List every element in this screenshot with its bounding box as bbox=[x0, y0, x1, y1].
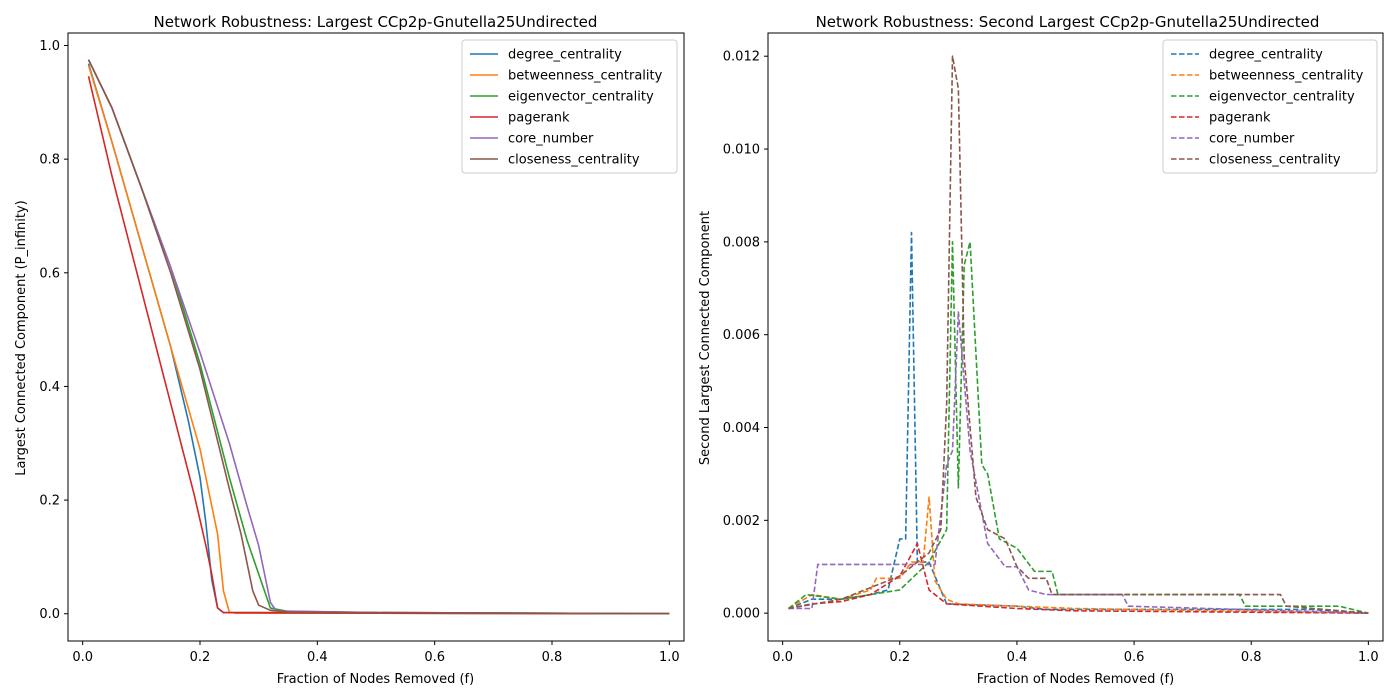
largest-cc-legend-label: degree_centrality bbox=[508, 48, 622, 63]
second-largest-cc-x-tick-label: 0.8 bbox=[1241, 650, 1262, 665]
largest-cc-series-group bbox=[87, 59, 670, 615]
second-largest-cc-series-group bbox=[788, 55, 1369, 614]
largest-cc-x-tick-label: 0.0 bbox=[72, 650, 93, 665]
second-largest-cc-x-tick-label: 0.2 bbox=[889, 650, 910, 665]
largest-cc-series-line-pagerank bbox=[87, 76, 670, 615]
second-largest-cc-y-tick-label: 0.006 bbox=[723, 328, 760, 343]
largest-cc-x-tick-label: 0.6 bbox=[424, 650, 445, 665]
largest-cc-y-tick-label: 0.8 bbox=[39, 153, 60, 168]
largest-cc-x-tick-label: 0.4 bbox=[307, 650, 328, 665]
second-largest-cc-series-line-core-number bbox=[788, 310, 1369, 614]
largest-cc-y-tick-label: 0.2 bbox=[39, 494, 60, 509]
largest-cc-y-tick-label: 0.0 bbox=[39, 607, 60, 622]
second-largest-cc-legend-box bbox=[1162, 39, 1378, 174]
second-largest-cc-plot-frame bbox=[767, 32, 1384, 642]
second-largest-cc-x-tick-label: 1.0 bbox=[1358, 650, 1379, 665]
largest-cc-legend-label: betweenness_centrality bbox=[508, 69, 663, 84]
second-largest-cc-series-line-closeness-centrality bbox=[788, 55, 1369, 614]
second-largest-cc-y-tick-label: 0.000 bbox=[723, 607, 760, 622]
largest-cc-xlabel: Fraction of Nodes Removed (f) bbox=[277, 672, 474, 687]
second-largest-cc-series-line-pagerank bbox=[788, 542, 1369, 614]
second-largest-cc-legend-label: degree_centrality bbox=[1209, 48, 1323, 63]
second-largest-cc-series-line-degree-centrality bbox=[788, 231, 1369, 614]
second-largest-cc-y-tick-label: 0.008 bbox=[723, 235, 760, 250]
second-largest-cc-x-tick-label: 0.6 bbox=[1124, 650, 1145, 665]
second-largest-cc-legend-label: eigenvector_centrality bbox=[1209, 90, 1355, 105]
largest-cc-x-tick-label: 0.8 bbox=[542, 650, 563, 665]
second-largest-cc-ylabel: Second Largest Connected Component bbox=[698, 211, 713, 465]
largest-cc-ylabel: Largest Connected Component (P_infinity) bbox=[14, 200, 29, 475]
largest-cc-y-tick-label: 1.0 bbox=[39, 39, 60, 54]
second-largest-cc-y-tick-label: 0.010 bbox=[723, 143, 760, 158]
largest-cc-plot-frame bbox=[67, 32, 685, 642]
second-largest-cc-legend-label: pagerank bbox=[1209, 111, 1271, 126]
largest-cc-title: Network Robustness: Largest CCp2p-Gnutel… bbox=[154, 13, 598, 31]
second-largest-cc-panel: Network Robustness: Second Largest CCp2p… bbox=[698, 13, 1384, 687]
second-largest-cc-title: Network Robustness: Second Largest CCp2p… bbox=[816, 13, 1320, 31]
largest-cc-legend: degree_centrality betweenness_centralitye… bbox=[461, 39, 678, 174]
second-largest-cc-series-line-eigenvector-centrality bbox=[788, 241, 1369, 614]
largest-cc-legend-label: pagerank bbox=[508, 111, 570, 126]
largest-cc-x-tick-label: 1.0 bbox=[659, 650, 680, 665]
second-largest-cc-series-line-betweenness-centrality bbox=[788, 496, 1369, 614]
largest-cc-legend-label: core_number bbox=[508, 132, 594, 147]
second-largest-cc-y-tick-label: 0.002 bbox=[723, 514, 760, 529]
second-largest-cc-legend: degree_centrality betweenness_centralitye… bbox=[1162, 39, 1378, 174]
largest-cc-legend-box bbox=[461, 39, 678, 174]
second-largest-cc-x-tick-label: 0.0 bbox=[772, 650, 793, 665]
second-largest-cc-legend-label: closeness_centrality bbox=[1209, 153, 1341, 168]
largest-cc-panel: Network Robustness: Largest CCp2p-Gnutel… bbox=[14, 13, 685, 687]
second-largest-cc-y-tick-label: 0.004 bbox=[723, 421, 760, 436]
largest-cc-legend-label: closeness_centrality bbox=[508, 153, 640, 168]
second-largest-cc-xlabel: Fraction of Nodes Removed (f) bbox=[977, 672, 1174, 687]
second-largest-cc-legend-label: core_number bbox=[1209, 132, 1295, 147]
largest-cc-series-line-closeness-centrality bbox=[87, 59, 670, 615]
largest-cc-x-tick-label: 0.2 bbox=[190, 650, 211, 665]
largest-cc-y-tick-label: 0.4 bbox=[39, 380, 60, 395]
second-largest-cc-legend-label: betweenness_centrality bbox=[1209, 69, 1364, 84]
largest-cc-legend-label: eigenvector_centrality bbox=[508, 90, 654, 105]
second-largest-cc-y-tick-label: 0.012 bbox=[723, 50, 760, 65]
second-largest-cc-x-tick-label: 0.4 bbox=[1007, 650, 1028, 665]
largest-cc-y-tick-label: 0.6 bbox=[39, 266, 60, 281]
